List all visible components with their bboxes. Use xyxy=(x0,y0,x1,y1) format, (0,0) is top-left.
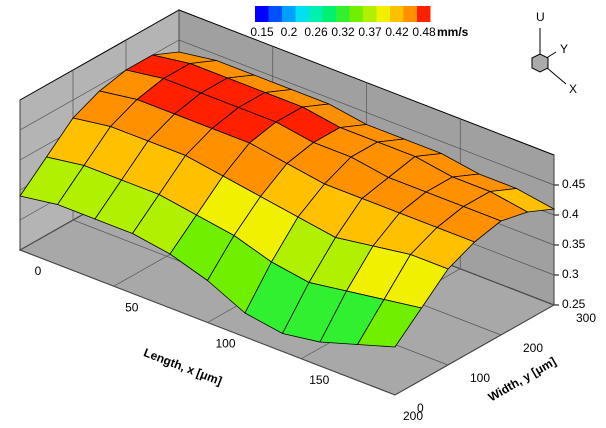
colorbar-label: 0.42 xyxy=(385,25,409,39)
axis-triad: U Y X xyxy=(531,10,577,96)
x-axis-title: Length, x [μm] xyxy=(142,345,224,388)
colorbar-swatch xyxy=(390,6,404,22)
triad-label: Y xyxy=(560,42,568,56)
colorbar-swatch xyxy=(282,6,296,22)
x-tick-label: 50 xyxy=(125,300,139,314)
colorbar-swatch xyxy=(336,6,350,22)
triad-cube xyxy=(531,53,549,73)
x-tick-label: 100 xyxy=(215,337,235,351)
z-tick-label: 0.35 xyxy=(562,237,586,251)
y-axis-title: Width, y [μm] xyxy=(486,354,559,404)
colorbar-swatch xyxy=(363,6,377,22)
x-tick-label: 150 xyxy=(309,373,329,387)
colorbar-swatch xyxy=(322,6,336,22)
triad-label: X xyxy=(569,82,577,96)
triad-label: U xyxy=(536,10,545,24)
x-tick-label: 0 xyxy=(35,264,42,278)
colorbar-label: 0.37 xyxy=(358,25,382,39)
colorbar-label: 0.32 xyxy=(331,25,355,39)
colorbar-label: 0.48 xyxy=(412,25,436,39)
y-tick-label: 300 xyxy=(576,311,596,325)
colorbar-label: 0.26 xyxy=(304,25,328,39)
grid-line xyxy=(19,100,396,396)
z-tick-label: 0.45 xyxy=(562,177,586,191)
colorbar-label: 0.15 xyxy=(250,25,274,39)
colorbar-swatch xyxy=(349,6,363,22)
z-tick-label: 0.3 xyxy=(562,267,579,281)
colorbar-swatch xyxy=(268,6,282,22)
colorbar-label: 0.2 xyxy=(281,25,298,39)
colorbar-swatch xyxy=(255,6,269,22)
colorbar-swatch xyxy=(309,6,323,22)
colorbar-swatch xyxy=(295,6,309,22)
x-tick-label: 200 xyxy=(403,409,423,423)
z-tick-label: 0.25 xyxy=(562,297,586,311)
y-tick-label: 200 xyxy=(523,341,543,355)
colorbar-unit: mm/s xyxy=(437,25,469,39)
colorbar-swatch xyxy=(376,6,390,22)
colorbar-swatch xyxy=(403,6,417,22)
y-tick-label: 0 xyxy=(417,401,424,415)
z-tick-label: 0.4 xyxy=(562,207,579,221)
surface-cell xyxy=(356,299,423,348)
y-tick-label: 100 xyxy=(470,371,490,385)
colorbar-swatch xyxy=(417,6,431,22)
